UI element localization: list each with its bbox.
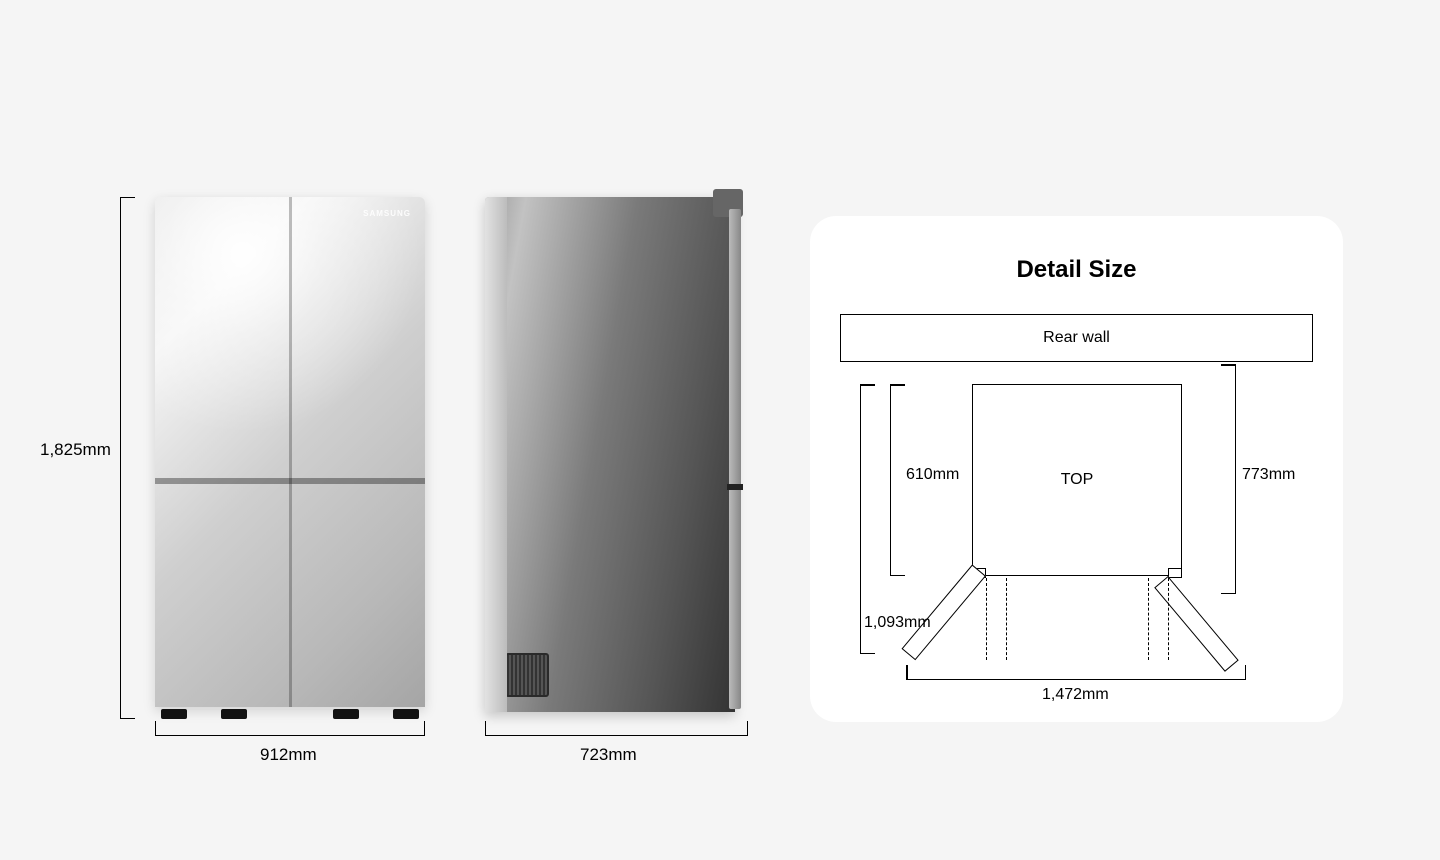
front-width-bracket bbox=[155, 722, 425, 736]
height-label: 1,825mm bbox=[40, 440, 111, 460]
vent-grille bbox=[505, 653, 549, 697]
top-label: TOP bbox=[1061, 471, 1094, 489]
top-view-box: TOP bbox=[972, 384, 1182, 576]
height-bracket bbox=[120, 197, 134, 719]
label-depth-handle: 773mm bbox=[1242, 466, 1295, 484]
foot bbox=[393, 709, 419, 719]
rear-wall-box: Rear wall bbox=[840, 314, 1313, 362]
detail-title: Detail Size bbox=[810, 256, 1343, 284]
fridge-front-body: SAMSUNG bbox=[155, 197, 425, 707]
side-width-bracket bbox=[485, 722, 748, 736]
hinge-right bbox=[1168, 568, 1182, 578]
door-open-left bbox=[902, 564, 986, 660]
bracket-depth-body bbox=[890, 384, 904, 576]
front-width-label: 912mm bbox=[260, 745, 317, 765]
dash-guide bbox=[1168, 578, 1169, 660]
dash-guide bbox=[986, 578, 987, 660]
bracket-width-doors-open bbox=[906, 666, 1246, 680]
fridge-side-body bbox=[485, 197, 735, 712]
fridge-side-view bbox=[485, 197, 735, 712]
fridge-front-view: SAMSUNG bbox=[155, 197, 425, 707]
detail-size-panel: Detail Size Rear wall TOP 610mm 773mm 1,… bbox=[810, 216, 1343, 722]
foot bbox=[221, 709, 247, 719]
dimension-diagram: SAMSUNG 1,825mm 912mm 723mm Detail Size … bbox=[0, 0, 1440, 860]
fridge-feet bbox=[155, 707, 425, 719]
door-seam-horizontal bbox=[155, 478, 425, 484]
door-edge bbox=[729, 209, 741, 709]
rear-wall-label: Rear wall bbox=[1043, 329, 1110, 347]
dash-guide bbox=[1148, 578, 1149, 660]
label-width-doors-open: 1,472mm bbox=[1042, 686, 1109, 704]
brand-logo: SAMSUNG bbox=[363, 209, 411, 218]
foot bbox=[161, 709, 187, 719]
bracket-depth-handle bbox=[1222, 364, 1236, 594]
label-depth-door-open: 1,093mm bbox=[864, 614, 931, 632]
foot bbox=[333, 709, 359, 719]
dash-guide bbox=[1006, 578, 1007, 660]
side-width-label: 723mm bbox=[580, 745, 637, 765]
label-depth-body: 610mm bbox=[906, 466, 959, 484]
door-seam-vertical bbox=[289, 197, 292, 707]
